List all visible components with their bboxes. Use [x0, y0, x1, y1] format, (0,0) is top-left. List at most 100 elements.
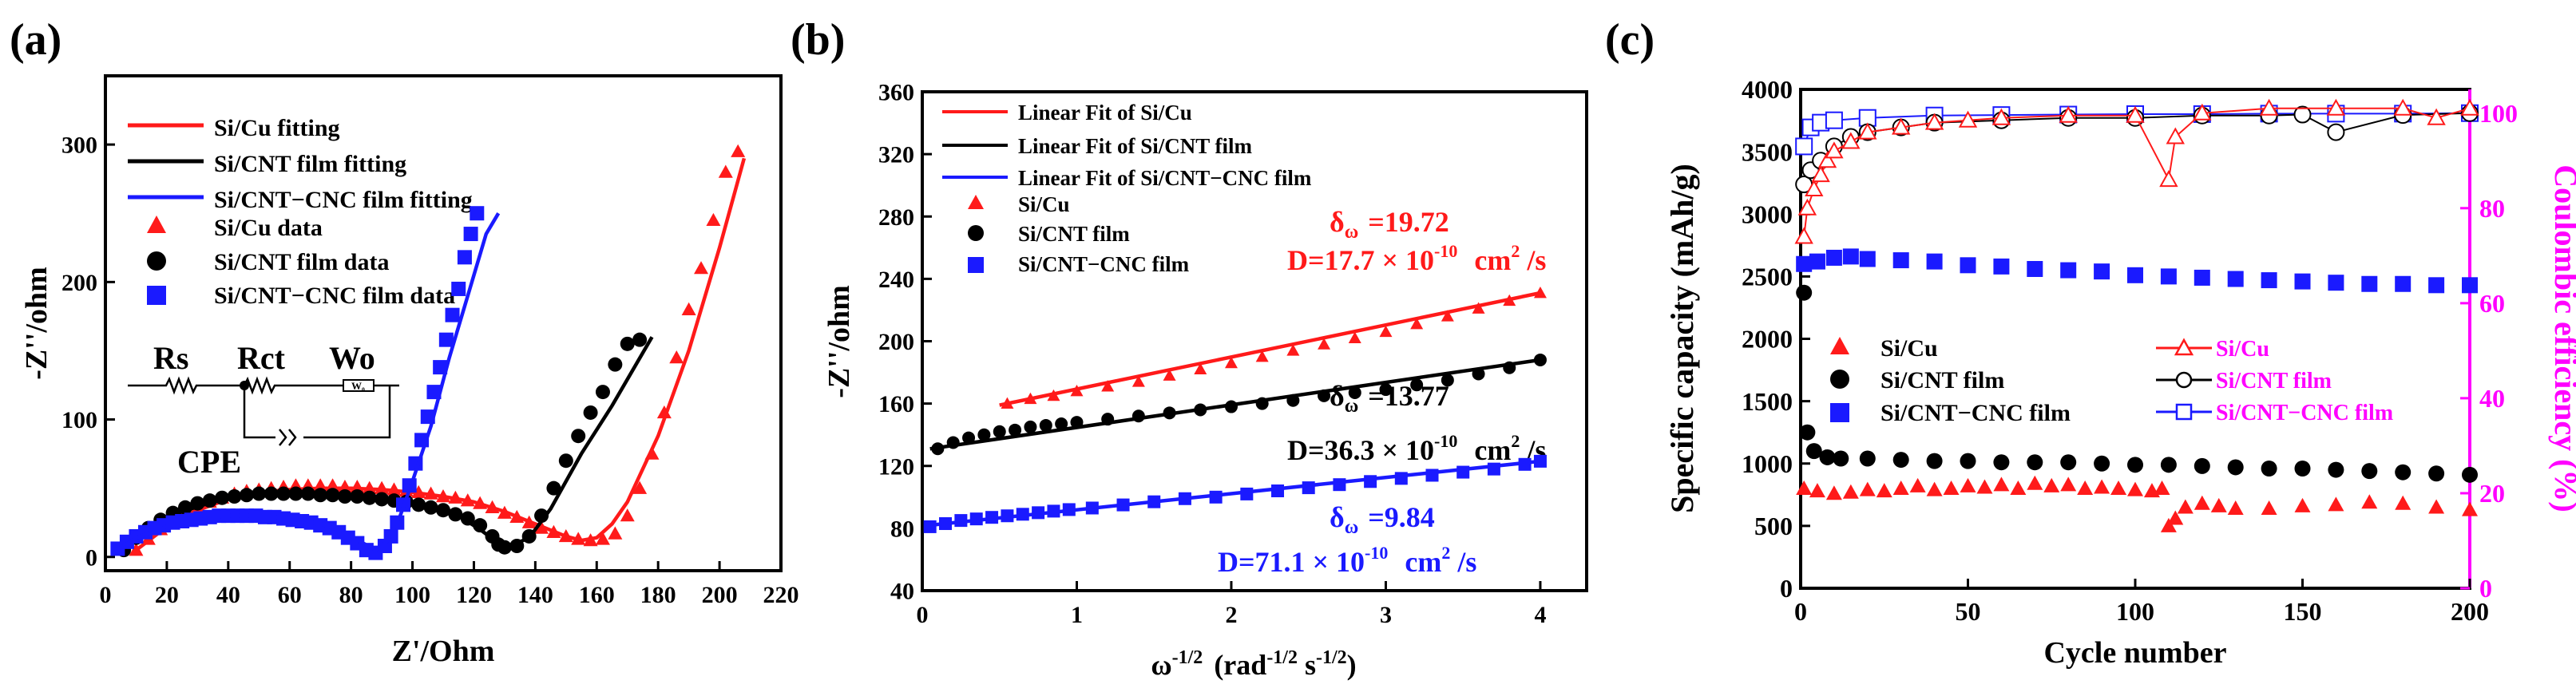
data-point: [1441, 310, 1454, 322]
legend-square-marker: [968, 257, 984, 273]
coefficient-value: =19.72: [1368, 206, 1449, 238]
data-point: [1163, 369, 1176, 381]
data-point: [1892, 452, 1909, 469]
data-point: [620, 508, 635, 522]
x-tick-label: 1: [1071, 602, 1083, 628]
data-point: [457, 250, 472, 265]
data-point: [463, 227, 478, 242]
data-point: [2328, 496, 2344, 512]
legend-label: Si/CNT film: [1018, 222, 1130, 246]
d-unit-tail: /s: [1520, 244, 1546, 276]
data-point: [1926, 453, 1943, 469]
circuit-wire: [128, 376, 343, 395]
legend-label: Si/Cu: [1018, 192, 1070, 216]
data-point: [1796, 255, 1813, 272]
circuit-cpe-label: CPE: [177, 444, 241, 480]
y-tick-label: 4000: [1742, 75, 1793, 104]
data-point: [1993, 258, 2010, 275]
data-point: [2428, 277, 2445, 294]
data-point: [1805, 179, 1824, 196]
x-tick-label: 0: [917, 602, 929, 628]
y-tick-label: 280: [878, 204, 914, 231]
y-tick-label: 1500: [1742, 387, 1793, 416]
diffusion-coefficient: D=36.3 × 10-10 cm2 /s: [1287, 431, 1546, 466]
legend: Linear Fit of Si/Cu Linear Fit of Si/CNT…: [942, 101, 1312, 276]
legend-triangle-marker: [968, 195, 984, 209]
data-point: [2261, 461, 2277, 477]
data-point: [1796, 480, 1813, 495]
data-point: [375, 480, 390, 494]
x-axis-label-unit: (rad: [1214, 649, 1266, 681]
legend: Si/Cu fitting Si/CNT film fitting Si/CNT…: [128, 115, 473, 309]
data-point: [1441, 374, 1454, 387]
legend-label: Si/Cu: [2216, 337, 2269, 362]
data-point: [2294, 497, 2311, 512]
data-point: [1825, 485, 1842, 500]
legend-circle-marker: [968, 225, 984, 241]
data-point: [1926, 253, 1943, 270]
y-tick-label: 1000: [1742, 449, 1793, 478]
data-point: [1892, 480, 1909, 495]
data-point: [1859, 481, 1876, 496]
fit-line: [929, 459, 1541, 528]
data-point: [2227, 459, 2244, 476]
legend-capacity: Si/Cu Si/CNT film Si/CNT−CNC film: [1830, 335, 2071, 426]
data-point: [2027, 261, 2043, 277]
data-point: [2127, 481, 2143, 496]
y-tick-label: 2000: [1742, 325, 1793, 354]
data-point: [1194, 362, 1207, 375]
data-point: [2462, 277, 2478, 294]
x-tick-label: 180: [640, 582, 676, 608]
data-point: [2160, 517, 2177, 532]
data-point: [2194, 269, 2210, 286]
data-point: [1796, 284, 1813, 301]
data-point: [620, 336, 635, 351]
data-point: [1286, 344, 1300, 356]
data-point: [1859, 450, 1876, 467]
panel-a-label: (a): [10, 15, 61, 65]
fit-line: [122, 336, 654, 552]
data-point: [1976, 479, 1993, 494]
data-point: [1842, 484, 1859, 499]
data-point: [2077, 480, 2094, 495]
x-tick-label: 200: [702, 582, 738, 608]
data-point: [1909, 477, 1926, 492]
d-unit-tail: /s: [1450, 546, 1476, 578]
legend-triangle-marker: [147, 216, 166, 233]
unit-exponent: 2: [1511, 431, 1520, 451]
y2-axis-label: Coulombic efficiency (%): [2548, 164, 2576, 512]
x-tick-label: 4: [1534, 602, 1546, 628]
y-axis-label: -Z''/ohm: [20, 267, 54, 379]
data-point: [2027, 475, 2043, 490]
data-point: [1841, 132, 1861, 149]
data-point: [2110, 480, 2127, 495]
data-point: [1809, 253, 1825, 270]
x-tick-label: 100: [394, 582, 430, 608]
legend-label: Si/CNT−CNC film: [2216, 401, 2393, 425]
equivalent-circuit: Rs Rct Wo W₀ CPE: [128, 340, 399, 480]
data-point: [2294, 461, 2311, 477]
plot-area: [923, 286, 1547, 533]
d-exponent: -10: [1434, 241, 1457, 261]
warburg-coefficient: δω =19.72: [1330, 206, 1449, 243]
data-point: [2127, 267, 2143, 283]
data-point: [2060, 454, 2077, 471]
data-point: [2427, 108, 2446, 125]
data-point: [1991, 108, 2011, 125]
y-tick-label: 3500: [1742, 137, 1793, 166]
d-value: D=17.7 × 10: [1287, 244, 1434, 276]
y2-tick-label: 40: [2479, 384, 2505, 413]
x-axis-label-exp: -1/2: [1172, 647, 1203, 668]
legend-open-triangle: [2174, 338, 2194, 356]
data-point: [2327, 123, 2345, 141]
panel-a: (a) 0 20 40 60 80 100 120 140 160 180 200 220 0 100 20…: [10, 15, 799, 668]
data-point: [2194, 495, 2210, 510]
data-point: [1348, 331, 1361, 343]
warburg-coefficient: δω =9.84: [1330, 501, 1435, 538]
delta-symbol: δ: [1330, 206, 1345, 238]
data-point: [2159, 170, 2178, 188]
data-point: [2094, 479, 2110, 494]
panel-c-label: (c): [1605, 15, 1655, 65]
data-point: [2261, 272, 2277, 289]
